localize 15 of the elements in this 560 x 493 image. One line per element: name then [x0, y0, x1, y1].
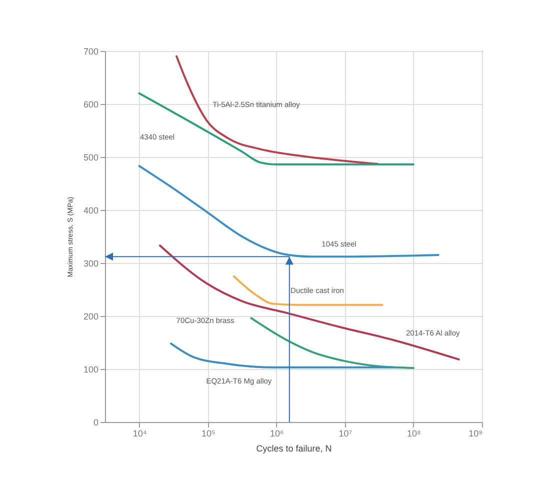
y-tick-label: 400 [83, 206, 98, 216]
x-tick-label: 10⁷ [338, 428, 352, 438]
x-tick-label: 10⁵ [201, 428, 216, 438]
y-tick-label: 500 [83, 152, 98, 162]
x-tick-label: 10⁹ [468, 428, 483, 438]
x-tick-label: 10⁸ [407, 428, 422, 438]
y-tick-label: 100 [83, 364, 98, 374]
x-tick-label: 10⁶ [270, 428, 284, 438]
y-tick-label: 300 [83, 258, 98, 268]
x-axis-title: Cycles to failure, N [256, 444, 332, 454]
y-tick-label: 700 [83, 46, 98, 56]
y-tick-label: 0 [93, 418, 98, 428]
y-tick-label: 600 [83, 100, 98, 110]
y-tick-label: 200 [83, 312, 98, 322]
x-tick-label: 10⁴ [132, 428, 147, 438]
